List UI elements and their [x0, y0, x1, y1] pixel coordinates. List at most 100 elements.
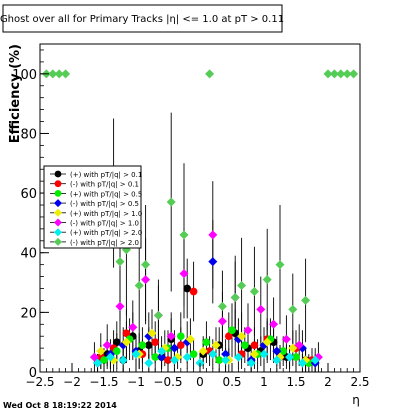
data-point [112, 338, 121, 347]
data-point [61, 69, 71, 79]
data-point [275, 260, 285, 270]
data-point [208, 257, 218, 267]
data-point [144, 341, 153, 349]
legend-marker [54, 208, 62, 217]
data-point [115, 301, 125, 311]
legend-marker [54, 180, 62, 188]
data-point [166, 197, 176, 207]
data-point [179, 269, 189, 279]
x-tick-label: −2 [63, 375, 81, 389]
data-point [246, 358, 256, 368]
data-point [294, 340, 304, 350]
legend-marker [54, 228, 62, 237]
data-point [157, 352, 167, 362]
data-point [134, 281, 144, 291]
data-point [157, 346, 167, 356]
data-point [281, 334, 291, 344]
data-point [96, 346, 106, 356]
data-point [185, 334, 195, 344]
timestamp: Wed Oct 8 18:19:22 2014 [3, 401, 117, 410]
chart-title: Ghost over all for Primary Tracks |η| <=… [0, 14, 284, 25]
x-tick-label: 2 [324, 375, 332, 389]
data-point [336, 69, 346, 79]
x-tick-label: −0.5 [153, 375, 182, 389]
data-point [288, 343, 298, 353]
data-point [285, 352, 295, 362]
data-point [259, 349, 269, 359]
data-point [147, 328, 157, 338]
data-point [144, 358, 154, 368]
data-point [272, 355, 282, 365]
data-point [249, 349, 259, 359]
data-point [211, 340, 221, 350]
y-tick-label: 20 [20, 306, 37, 321]
data-point [121, 337, 131, 347]
data-point [100, 356, 108, 364]
data-point [166, 331, 176, 341]
data-point [310, 355, 320, 365]
data-point [221, 355, 231, 365]
data-point [198, 346, 208, 356]
data-point [164, 356, 172, 364]
data-point [262, 337, 272, 347]
data-point [131, 349, 141, 359]
title-box [2, 4, 283, 33]
x-axis-title: η [352, 393, 360, 407]
legend-label: (-) with pT/|q| > 2.0 [70, 239, 139, 247]
data-point [217, 316, 227, 326]
data-point [256, 304, 266, 314]
x-tick-label: −1.5 [89, 375, 118, 389]
legend-label: (+) with pT/|q| > 2.0 [70, 229, 142, 237]
legend-label: (-) with pT/|q| > 1.0 [70, 220, 139, 228]
data-point [237, 331, 247, 341]
y-tick-label: 100 [12, 68, 37, 83]
data-point [215, 356, 224, 364]
data-point [105, 352, 115, 362]
data-point [176, 332, 185, 341]
x-tick-label: 1.5 [286, 375, 305, 389]
data-point [141, 275, 151, 285]
data-point [122, 329, 131, 338]
data-point [243, 325, 253, 335]
data-point [102, 340, 112, 350]
data-point [179, 230, 189, 240]
data-point [301, 295, 311, 305]
data-point [240, 341, 249, 349]
x-tick-label: 0.5 [222, 375, 241, 389]
data-point [205, 69, 215, 79]
data-point [176, 341, 185, 349]
x-tick-label: −1 [127, 375, 145, 389]
legend-label: (+) with pT/|q| > 0.1 [70, 171, 142, 179]
y-tick-label: 60 [20, 187, 37, 202]
x-tick-label: −2.5 [25, 375, 54, 389]
data-point [237, 281, 247, 291]
legend-label: (-) with pT/|q| > 0.5 [70, 200, 139, 208]
data-point [262, 275, 272, 285]
x-axis: −2.5 −2 −1.5 −1 −0.5 0 0.5 1 1.5 2 2.5 [25, 363, 370, 389]
data-point [189, 287, 198, 296]
data-point [250, 341, 259, 349]
data-point [151, 353, 160, 361]
x-tick-label: 2.5 [350, 375, 369, 389]
x-tick-label: 1 [260, 375, 268, 389]
data-point [279, 347, 288, 355]
legend-marker [54, 190, 62, 197]
data-point [249, 286, 259, 296]
data-point [93, 358, 103, 368]
legend-label: (+) with pT/|q| > 0.5 [70, 190, 142, 198]
data-point [202, 338, 211, 347]
data-point [189, 350, 198, 358]
data-point [169, 355, 179, 365]
legend-marker [54, 237, 62, 246]
x-tick-label: 0 [196, 375, 204, 389]
legend-label: (+) with pT/|q| > 1.0 [70, 210, 142, 218]
data-point [169, 343, 179, 353]
data-point [342, 69, 352, 79]
data-point [208, 230, 218, 240]
data-point [208, 349, 218, 359]
data-point [269, 319, 279, 329]
data-point [128, 322, 138, 332]
data-point [138, 341, 147, 349]
data-point [48, 69, 58, 79]
